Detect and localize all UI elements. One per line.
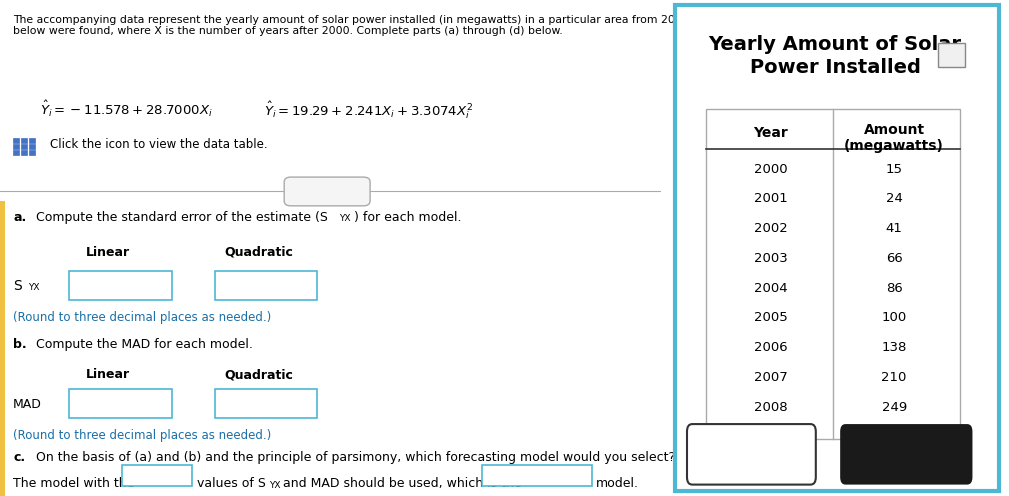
Text: 2002: 2002 — [754, 222, 787, 235]
FancyBboxPatch shape — [13, 144, 19, 149]
FancyBboxPatch shape — [706, 109, 961, 439]
Text: Yearly Amount of Solar
Power Installed: Yearly Amount of Solar Power Installed — [708, 35, 962, 77]
Text: YX: YX — [28, 283, 39, 292]
Text: 2003: 2003 — [754, 252, 787, 265]
FancyBboxPatch shape — [122, 465, 192, 486]
FancyBboxPatch shape — [215, 271, 317, 300]
Text: 138: 138 — [882, 341, 907, 354]
FancyBboxPatch shape — [21, 138, 27, 143]
Text: On the basis of (a) and (b) and the principle of parsimony, which forecasting mo: On the basis of (a) and (b) and the prin… — [36, 451, 675, 464]
FancyBboxPatch shape — [675, 5, 999, 491]
Text: ▼: ▼ — [581, 473, 587, 482]
Text: 15: 15 — [886, 163, 903, 176]
Text: (Round to three decimal places as needed.): (Round to three decimal places as needed… — [13, 311, 271, 324]
FancyBboxPatch shape — [13, 138, 19, 143]
Text: Year: Year — [753, 126, 788, 140]
Text: model.: model. — [596, 477, 639, 490]
Text: The accompanying data represent the yearly amount of solar power installed (in m: The accompanying data represent the year… — [13, 15, 948, 37]
FancyBboxPatch shape — [29, 144, 35, 149]
Text: YX: YX — [269, 481, 281, 490]
Text: and MAD should be used, which is the: and MAD should be used, which is the — [283, 477, 522, 490]
Text: Print: Print — [734, 447, 769, 462]
Text: (Round to three decimal places as needed.): (Round to three decimal places as needed… — [13, 429, 271, 442]
Text: Linear: Linear — [86, 368, 130, 381]
Text: 66: 66 — [886, 252, 902, 265]
Text: 2004: 2004 — [754, 282, 787, 295]
Text: values of S: values of S — [197, 477, 265, 490]
FancyBboxPatch shape — [937, 43, 966, 67]
Text: S: S — [13, 279, 22, 293]
FancyBboxPatch shape — [29, 150, 35, 155]
Text: 2000: 2000 — [754, 163, 787, 176]
FancyBboxPatch shape — [21, 150, 27, 155]
Text: 210: 210 — [882, 371, 907, 384]
Text: 86: 86 — [886, 282, 902, 295]
Text: Compute the standard error of the estimate (S: Compute the standard error of the estima… — [36, 211, 328, 224]
FancyBboxPatch shape — [687, 424, 816, 485]
FancyBboxPatch shape — [215, 389, 317, 418]
Text: 2007: 2007 — [754, 371, 787, 384]
Text: b.: b. — [13, 338, 27, 351]
FancyBboxPatch shape — [840, 424, 973, 485]
FancyBboxPatch shape — [0, 201, 5, 496]
Text: ...: ... — [322, 186, 333, 196]
Text: ) for each model.: ) for each model. — [353, 211, 461, 224]
FancyBboxPatch shape — [29, 138, 35, 143]
Text: a.: a. — [13, 211, 26, 224]
Text: 100: 100 — [882, 311, 907, 324]
Text: 2006: 2006 — [754, 341, 787, 354]
Text: 2001: 2001 — [754, 192, 787, 205]
Text: Done: Done — [884, 447, 928, 462]
Text: 2008: 2008 — [754, 401, 787, 414]
Text: Linear: Linear — [86, 246, 130, 258]
Text: $\hat{Y}_i = 19.29 + 2.241X_i + 3.3074X_i^2$: $\hat{Y}_i = 19.29 + 2.241X_i + 3.3074X_… — [264, 99, 473, 121]
Text: Compute the MAD for each model.: Compute the MAD for each model. — [36, 338, 253, 351]
Text: Click the icon to view the data table.: Click the icon to view the data table. — [49, 138, 267, 151]
Text: c.: c. — [13, 451, 25, 464]
Text: YX: YX — [339, 214, 350, 223]
Text: The model with the: The model with the — [13, 477, 134, 490]
Text: MAD: MAD — [13, 398, 42, 411]
Text: ▼: ▼ — [183, 473, 190, 482]
Text: 24: 24 — [886, 192, 903, 205]
FancyBboxPatch shape — [482, 465, 591, 486]
FancyBboxPatch shape — [13, 150, 19, 155]
FancyBboxPatch shape — [70, 389, 172, 418]
Text: Amount
(megawatts): Amount (megawatts) — [845, 123, 944, 153]
Text: Quadratic: Quadratic — [225, 368, 294, 381]
FancyBboxPatch shape — [21, 144, 27, 149]
Text: 41: 41 — [886, 222, 903, 235]
Text: Quadratic: Quadratic — [225, 246, 294, 258]
FancyBboxPatch shape — [285, 177, 370, 206]
Text: 2005: 2005 — [754, 311, 787, 324]
FancyBboxPatch shape — [70, 271, 172, 300]
Text: $\hat{Y}_i = -11.578 + 28.7000X_i$: $\hat{Y}_i = -11.578 + 28.7000X_i$ — [39, 99, 212, 120]
Text: 249: 249 — [882, 401, 907, 414]
